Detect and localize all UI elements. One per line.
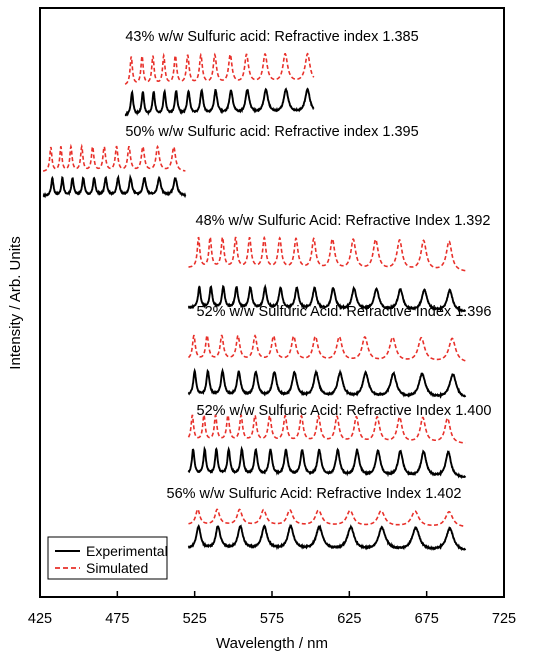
experimental-trace (124, 87, 315, 117)
panel-title: 50% w/w Sulfuric acid: Refractive index … (125, 124, 418, 140)
x-tick-label: 425 (28, 611, 52, 627)
legend: Experimental Simulated (47, 536, 168, 580)
x-tick-label: 525 (183, 611, 207, 627)
experimental-trace (187, 367, 467, 399)
simulated-trace (124, 52, 315, 85)
simulated-trace (188, 234, 466, 272)
traces-layer (42, 52, 467, 551)
plot-frame (39, 7, 505, 598)
experimental-trace (187, 283, 467, 313)
x-axis-ticks: 425 475 525 575 625 675 725 (28, 591, 516, 627)
x-tick-label: 575 (260, 611, 284, 627)
x-tick-label: 675 (415, 611, 439, 627)
experimental-trace (187, 445, 467, 479)
panel-title: 52% w/w Sulfuric Acid: Refractive Index … (197, 403, 492, 419)
panel-title: 52% w/w Sulfuric Acid: Refractive Index … (197, 304, 492, 320)
y-axis-label: Intensity / Arb. Units (7, 236, 24, 369)
simulated-trace (188, 508, 466, 528)
panel-title: 43% w/w Sulfuric acid: Refractive index … (125, 29, 418, 45)
legend-label-simulated: Simulated (86, 560, 148, 576)
simulated-trace (187, 412, 466, 444)
x-tick-label: 475 (105, 611, 129, 627)
x-axis-label: Wavelength / nm (216, 635, 328, 652)
panel-titles: 43% w/w Sulfuric acid: Refractive index … (125, 29, 491, 502)
experimental-trace (42, 173, 187, 199)
panel-title: 56% w/w Sulfuric Acid: Refractive Index … (167, 486, 462, 502)
panel-title: 48% w/w Sulfuric Acid: Refractive Index … (196, 213, 491, 229)
legend-box (47, 536, 168, 580)
x-tick-label: 725 (492, 611, 516, 627)
simulated-trace (42, 143, 186, 172)
x-tick-label: 625 (337, 611, 361, 627)
legend-label-experimental: Experimental (86, 543, 168, 559)
experimental-trace (187, 523, 467, 551)
simulated-trace (187, 333, 466, 362)
